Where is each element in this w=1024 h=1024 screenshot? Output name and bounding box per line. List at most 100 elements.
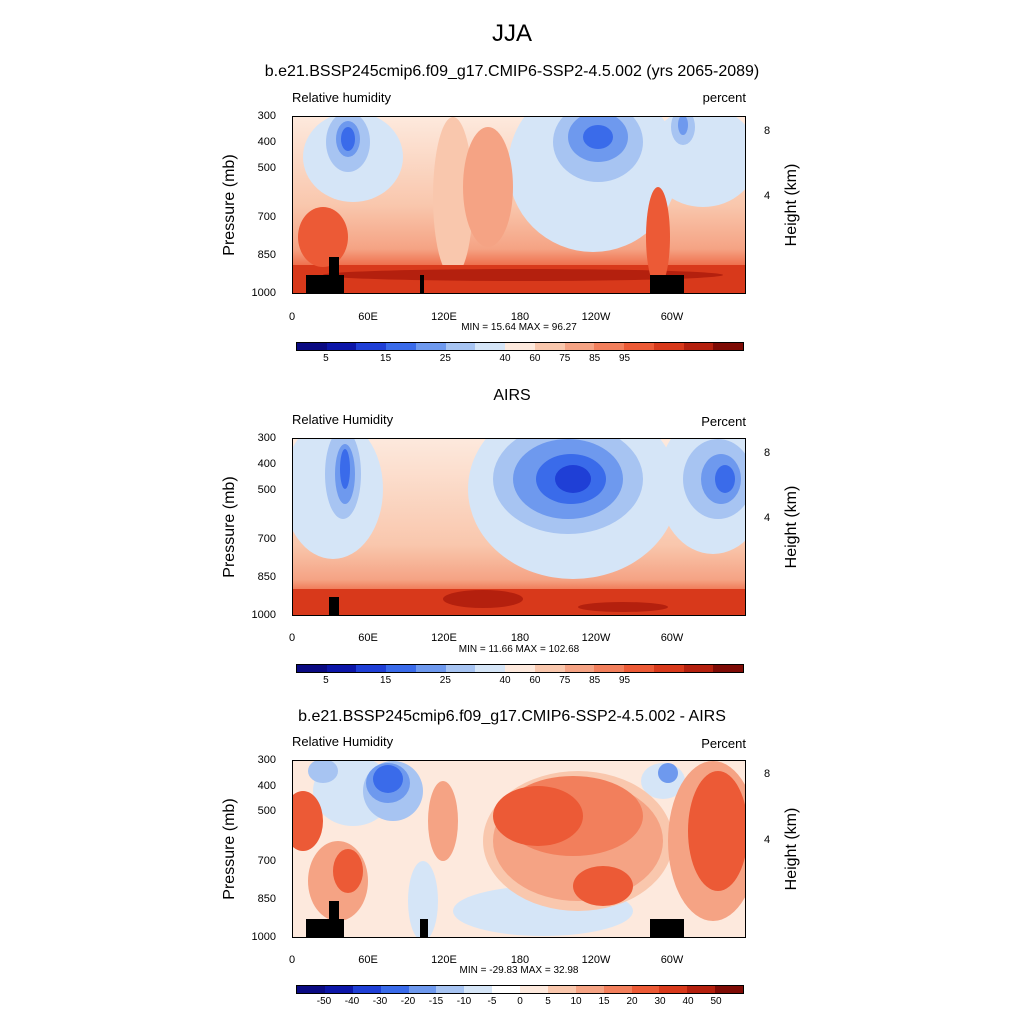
colorbar-swatch [324, 986, 353, 993]
y2-axis-label: Height (km) [783, 807, 800, 891]
colorbar-swatch [659, 986, 688, 993]
field-moist-patch [573, 866, 633, 906]
colorbar-swatch [297, 986, 325, 993]
colorbar-label: 40 [499, 675, 511, 686]
colorbar-swatch [356, 665, 387, 672]
colorbar-label: 60 [529, 675, 541, 686]
x-tick: 120E [431, 632, 457, 644]
colorbar [296, 985, 744, 994]
topography-mask [420, 919, 428, 937]
min-max-readout: MIN = 11.66 MAX = 102.68 [458, 644, 580, 655]
field-dry-patch [678, 117, 688, 135]
colorbar-swatch [445, 665, 476, 672]
colorbar-label: 10 [570, 996, 582, 1007]
field-dry-patch [583, 125, 613, 149]
colorbar-label: 15 [380, 353, 392, 364]
x-tick: 120E [431, 311, 457, 323]
variable-label: Relative humidity [292, 90, 391, 105]
field-dry-patch [308, 761, 338, 783]
x-tick: 60E [358, 954, 378, 966]
field-moist-band [443, 590, 523, 608]
colorbar-swatch [408, 986, 437, 993]
colorbar-swatch [356, 343, 387, 350]
field-moist-patch [333, 849, 363, 893]
y-tick: 400 [257, 136, 276, 148]
y-axis-label: Pressure (mb) [221, 154, 238, 256]
height-tick: 8 [764, 768, 771, 780]
colorbar-swatch [386, 665, 416, 672]
colorbar-swatch [297, 343, 327, 350]
y-tick: 850 [257, 249, 276, 261]
colorbar-swatch [475, 343, 506, 350]
page-title: JJA [491, 20, 532, 47]
colorbar-label: 25 [439, 353, 451, 364]
y-tick: 700 [257, 211, 276, 223]
colorbar-label: -40 [344, 996, 360, 1007]
colorbar-swatch [352, 986, 381, 993]
colorbar-swatch [575, 986, 604, 993]
y-axis-label: Pressure (mb) [221, 798, 238, 900]
topography-mask [420, 275, 424, 293]
colorbar-swatch [386, 343, 416, 350]
x-tick: 0 [288, 954, 296, 966]
heatmap-svg [293, 439, 745, 615]
colorbar-swatch [564, 665, 595, 672]
x-tick: 60W [660, 954, 684, 966]
colorbar-swatch [464, 986, 493, 993]
height-tick: 4 [764, 190, 771, 202]
colorbar-label: 15 [380, 675, 392, 686]
x-tick: 120E [431, 954, 457, 966]
colorbar-swatch [520, 986, 548, 993]
colorbar-swatch [687, 986, 716, 993]
field-moist-patch [293, 791, 323, 851]
colorbar-label: 85 [589, 675, 601, 686]
topography-mask [650, 275, 684, 293]
field-dry-patch [715, 465, 735, 493]
y-tick: 400 [257, 780, 276, 792]
field-dry-patch [341, 127, 355, 151]
y-tick: 1000 [251, 287, 276, 299]
x-tick: 180 [510, 632, 530, 644]
colorbar-label: 15 [598, 996, 610, 1007]
colorbar-swatch [715, 986, 743, 993]
colorbar-label: 0 [517, 996, 523, 1007]
topography-mask [329, 257, 339, 277]
y-tick: 700 [257, 533, 276, 545]
y-tick: 1000 [251, 931, 276, 943]
topography-mask [650, 919, 684, 937]
heatmap-plot [292, 760, 746, 938]
x-tick: 60E [358, 311, 378, 323]
colorbar-label: 85 [589, 353, 601, 364]
units-label: percent [702, 90, 746, 105]
variable-label: Relative Humidity [292, 734, 394, 749]
colorbar-label: 75 [559, 353, 571, 364]
heatmap-plot [292, 438, 746, 616]
field-dry-patch [340, 449, 350, 489]
y-tick: 300 [257, 110, 276, 122]
y-tick: 300 [257, 432, 276, 444]
heatmap-svg [293, 117, 745, 293]
x-tick: 180 [510, 954, 530, 966]
topography-mask [329, 597, 339, 615]
colorbar-label: -30 [372, 996, 388, 1007]
topography-mask [306, 275, 344, 293]
field-moist-band [578, 602, 668, 612]
field-moist-patch [433, 117, 473, 277]
x-tick: 0 [288, 311, 296, 323]
y-tick: 1000 [251, 609, 276, 621]
x-tick: 60E [358, 632, 378, 644]
field-dry-patch [373, 765, 403, 793]
x-tick: 120W [581, 632, 611, 644]
units-label: Percent [701, 736, 746, 751]
colorbar-swatch [380, 986, 409, 993]
colorbar [296, 664, 744, 673]
variable-label: Relative Humidity [292, 412, 394, 427]
colorbar-label: -10 [456, 996, 472, 1007]
colorbar-swatch [653, 665, 684, 672]
field-dry-patch [408, 861, 438, 937]
colorbar-swatch [326, 665, 357, 672]
colorbar-label: -50 [316, 996, 332, 1007]
colorbar-label: 30 [654, 996, 666, 1007]
y2-axis-label: Height (km) [783, 163, 800, 247]
colorbar-swatch [624, 665, 654, 672]
